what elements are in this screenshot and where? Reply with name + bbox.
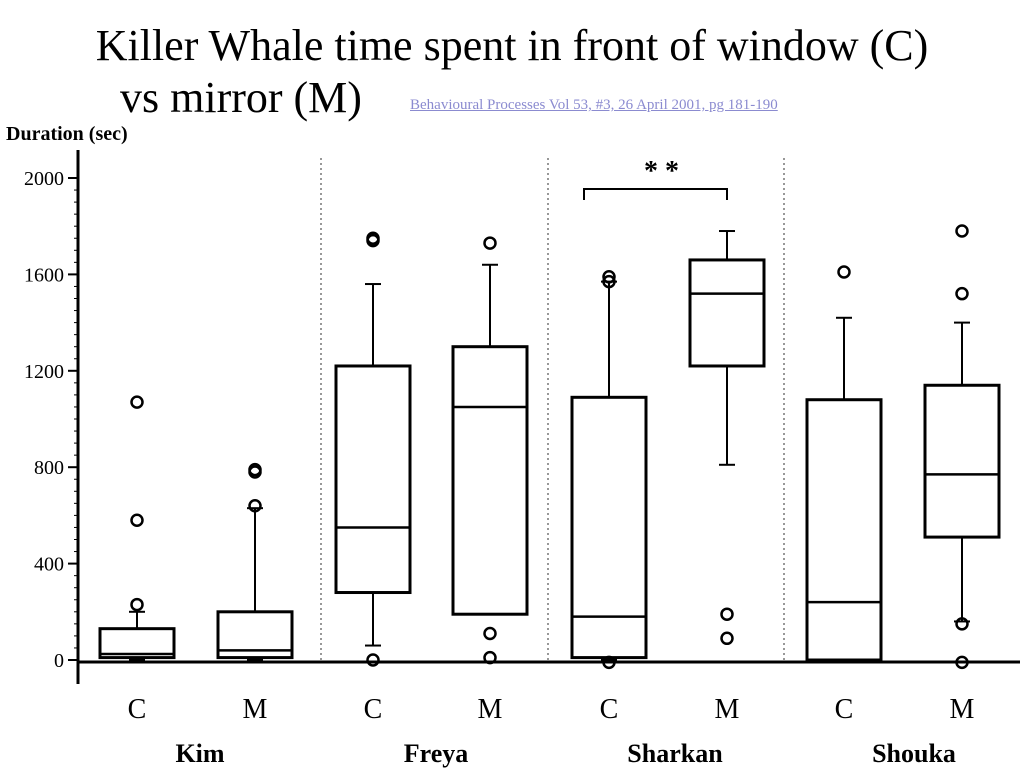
y-tick-label: 1200	[24, 361, 64, 383]
outlier-point	[366, 231, 380, 245]
box-iqr	[570, 395, 648, 660]
group-label: Sharkan	[627, 739, 723, 768]
outlier-point	[248, 499, 262, 513]
box-iqr	[334, 364, 412, 595]
outlier-point	[366, 653, 380, 667]
y-tick-label: 1600	[24, 264, 64, 286]
group-label: Kim	[175, 739, 224, 768]
slide-title-line1: Killer Whale time spent in front of wind…	[95, 21, 929, 70]
box-iqr	[688, 258, 766, 368]
outlier-point	[602, 274, 616, 289]
outlier-point	[130, 513, 144, 527]
outlier-point	[130, 597, 144, 612]
group-label: Freya	[404, 739, 469, 768]
category-label: M	[950, 694, 975, 725]
outlier-point	[483, 236, 497, 250]
category-label: M	[478, 694, 503, 725]
category-label: M	[243, 694, 268, 725]
y-tick-label: 0	[54, 650, 64, 672]
outlier-point	[955, 617, 969, 631]
outlier-point	[602, 270, 616, 284]
category-label: C	[600, 694, 619, 725]
category-label: C	[835, 694, 854, 725]
slide-title-line2: vs mirror (M)	[120, 73, 362, 122]
citation-link[interactable]: Behavioural Processes Vol 53, #3, 26 Apr…	[410, 97, 778, 113]
category-label: C	[128, 694, 147, 725]
group-label: Shouka	[872, 739, 956, 768]
outlier-point	[248, 462, 262, 477]
y-axis-label: Duration (sec)	[6, 123, 128, 145]
outlier-point	[955, 655, 969, 670]
outlier-point	[837, 265, 851, 279]
outlier-point	[602, 655, 616, 670]
outlier-point	[955, 286, 969, 301]
outlier-point	[720, 607, 734, 621]
y-tick-label: 400	[34, 554, 64, 576]
y-tick-label: 2000	[24, 168, 64, 190]
outlier-point	[483, 626, 497, 641]
outlier-point	[955, 224, 969, 238]
outlier-point	[483, 650, 497, 665]
outlier-point	[130, 395, 144, 409]
category-label: M	[715, 694, 740, 725]
category-label: C	[364, 694, 383, 725]
significance-marker: * *	[644, 156, 679, 187]
y-tick-label: 800	[34, 457, 64, 479]
box-iqr	[451, 345, 529, 616]
significance-bracket	[583, 188, 728, 200]
box-iqr	[923, 383, 1001, 539]
outlier-point	[720, 631, 734, 646]
box-iqr	[805, 398, 883, 662]
